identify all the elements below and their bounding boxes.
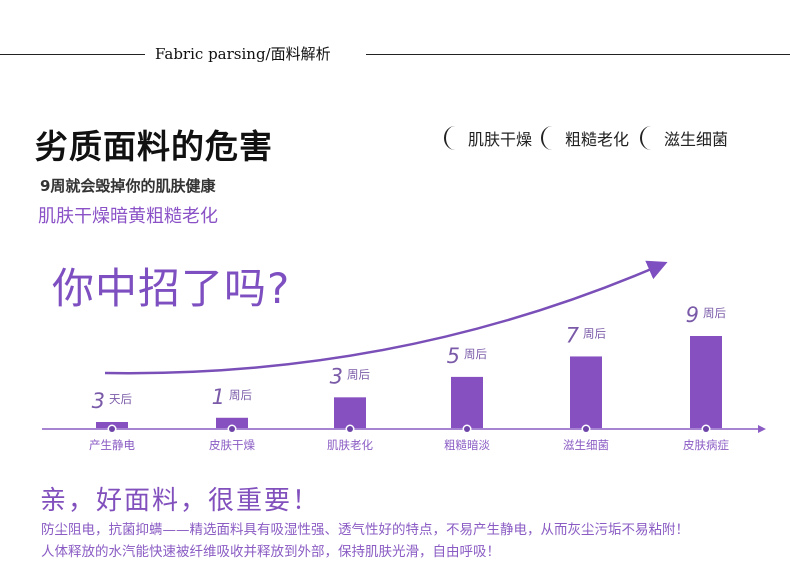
tag-rough-aging: 粗糙老化: [541, 126, 629, 150]
bar: [216, 417, 248, 428]
axis-dot-inner: [583, 426, 589, 432]
bar-value-number: 7: [566, 323, 580, 347]
crescent-icon: [541, 126, 563, 150]
section-header: Fabric parsing/面料解析: [155, 45, 331, 63]
axis-dot-inner: [464, 426, 470, 432]
category-label: 滋生细菌: [563, 438, 609, 452]
category-label: 皮肤病症: [683, 438, 729, 452]
tag-bacteria: 滋生细菌: [640, 126, 728, 150]
axis-arrow-icon: [758, 425, 766, 433]
header-divider-right: [366, 54, 790, 55]
bar-value-unit: 周后: [464, 347, 487, 361]
bar: [451, 376, 483, 428]
crescent-icon: [444, 126, 466, 150]
bar-value-number: 5: [447, 344, 460, 368]
crescent-icon: [640, 126, 662, 150]
axis-dot-inner: [347, 426, 353, 432]
tag-dry-skin: 肌肤干燥: [444, 126, 532, 150]
bar-value-unit: 周后: [703, 306, 726, 320]
bar-value-unit: 周后: [347, 367, 370, 381]
bar-value-number: 9: [686, 303, 699, 327]
category-label: 肌肤老化: [327, 438, 373, 452]
bottom-text-line-2: 人体释放的水汽能快速被纤维吸收并释放到外部，保持肌肤光滑，自由呼吸！: [41, 544, 500, 560]
tag-label: 粗糙老化: [565, 130, 630, 149]
axis-dot-inner: [229, 426, 235, 432]
bar-value-unit: 天后: [109, 392, 132, 406]
axis-dot-inner: [703, 426, 709, 432]
bar-value-number: 3: [92, 389, 105, 413]
bar-value-number: 1: [212, 385, 225, 409]
bar-value-number: 3: [330, 364, 343, 388]
category-label: 粗糙暗淡: [444, 438, 490, 452]
header-divider-left: [0, 54, 145, 55]
bar-value-unit: 周后: [583, 326, 606, 340]
category-label: 皮肤干燥: [209, 438, 255, 452]
bar: [570, 356, 602, 428]
category-label: 产生静电: [89, 438, 135, 452]
tag-label: 肌肤干燥: [468, 130, 533, 149]
axis-dot-inner: [109, 426, 115, 432]
subtitle-purple: 肌肤干燥暗黄粗糙老化: [38, 206, 218, 227]
tag-label: 滋生细菌: [664, 130, 729, 149]
bar-value-unit: 周后: [229, 388, 252, 402]
bar: [690, 336, 722, 428]
bottom-text-line-1: 防尘阻电，抗菌抑螨——精选面料具有吸湿性强、透气性好的特点，不易产生静电，从而灰…: [41, 522, 689, 538]
bottom-headline: 亲，好面料，很重要！: [40, 486, 321, 516]
bar: [334, 397, 366, 428]
subtitle: 9周就会毁掉你的肌肤健康: [40, 177, 216, 195]
question-headline: 你中招了吗?: [52, 264, 291, 313]
trend-arrow: [104, 260, 668, 375]
page-title: 劣质面料的危害: [35, 127, 273, 166]
